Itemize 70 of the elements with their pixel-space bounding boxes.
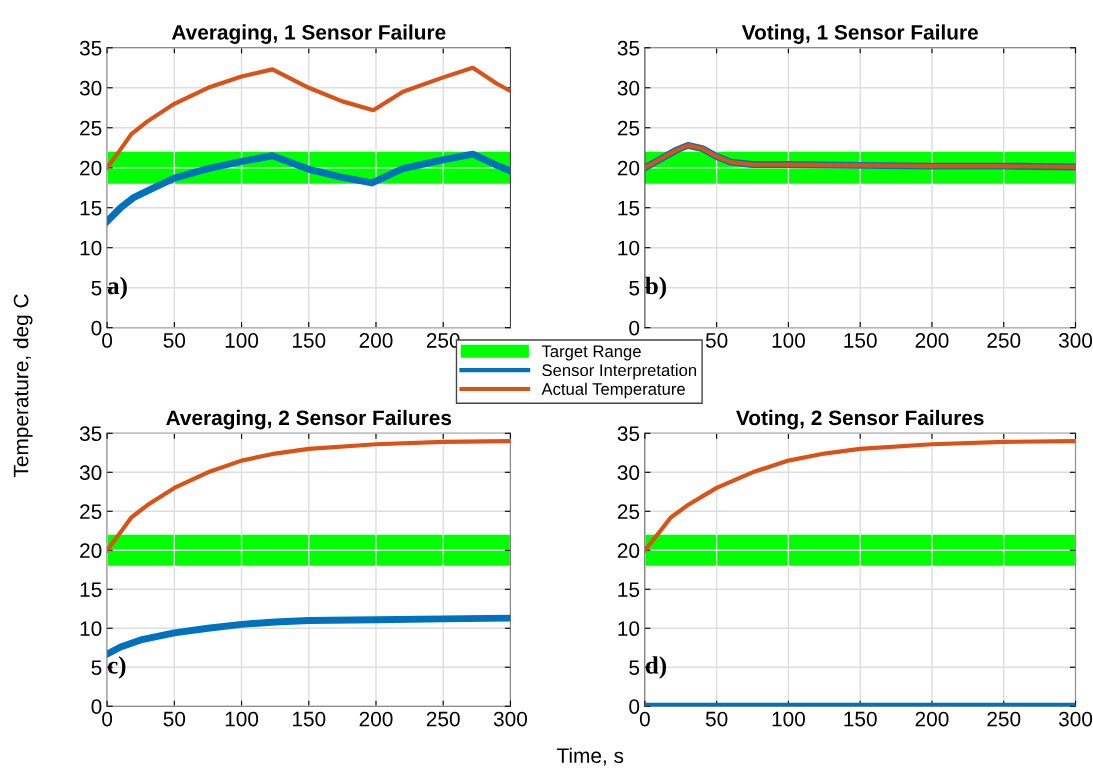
x-tick-label: 50 <box>705 711 728 727</box>
y-tick-label: 15 <box>618 200 640 216</box>
chart-title: Averaging, 2 Sensor Failures <box>166 409 452 430</box>
x-tick-label: 0 <box>102 711 113 727</box>
legend-label: Sensor Interpretation <box>542 363 697 380</box>
y-tick-label: 5 <box>629 280 640 296</box>
annotation: c) <box>107 656 126 679</box>
x-tick-label: 300 <box>1058 333 1093 348</box>
y-tick-label: 35 <box>617 40 640 56</box>
x-tick-label: 100 <box>772 333 805 348</box>
y-tick-label: 20 <box>617 160 640 176</box>
x-tick-label: 250 <box>987 711 1021 727</box>
y-tick-label: 0 <box>629 699 640 714</box>
annotation: b) <box>645 276 666 300</box>
y-tick-label: 25 <box>617 504 640 520</box>
x-tick-label: 100 <box>225 711 259 727</box>
y-tick-label: 0 <box>91 320 102 336</box>
x-tick-label: 50 <box>163 711 186 727</box>
y-tick-label: 35 <box>617 426 640 442</box>
y-tick-label: 20 <box>80 160 102 176</box>
x-tick-label: 200 <box>915 333 949 348</box>
y-tick-label: 15 <box>80 200 102 216</box>
y-tick-label: 10 <box>80 621 102 637</box>
x-tick-label: 100 <box>772 711 805 727</box>
y-tick-label: 10 <box>618 240 640 256</box>
y-tick-label: 10 <box>80 240 102 256</box>
chart-title: Averaging, 1 Sensor Failure <box>171 24 446 44</box>
x-tick-label: 0 <box>102 333 113 348</box>
y-tick-label: 20 <box>80 543 102 559</box>
x-tick-label: 250 <box>987 333 1021 348</box>
x-tick-label: 0 <box>639 711 650 727</box>
y-tick-label: 35 <box>79 40 102 56</box>
x-tick-label: 250 <box>426 711 460 727</box>
y-tick-label: 30 <box>79 465 102 481</box>
y-axis-title: Temperature, deg C <box>13 294 33 478</box>
x-tick-label: 300 <box>493 711 527 727</box>
y-tick-label: 20 <box>617 543 640 559</box>
y-tick-label: 10 <box>618 621 640 637</box>
x-tick-label: 100 <box>225 333 259 348</box>
x-tick-label: 300 <box>1058 711 1093 727</box>
x-tick-label: 150 <box>292 333 326 348</box>
chart-title: Voting, 2 Sensor Failures <box>736 409 984 430</box>
y-tick-label: 30 <box>617 80 640 96</box>
x-tick-label: 200 <box>359 333 393 348</box>
y-tick-label: 30 <box>79 80 102 96</box>
x-axis-title: Time, s <box>556 747 624 766</box>
y-tick-label: 35 <box>79 426 102 442</box>
x-tick-label: 150 <box>844 711 877 727</box>
y-tick-label: 25 <box>80 120 102 136</box>
y-tick-label: 5 <box>91 660 102 675</box>
y-tick-label: 25 <box>80 504 102 520</box>
chart-title: Voting, 1 Sensor Failure <box>741 24 978 44</box>
x-tick-label: 150 <box>844 333 877 348</box>
annotation: d) <box>645 656 666 679</box>
y-tick-label: 5 <box>91 280 102 296</box>
x-tick-label: 200 <box>915 711 949 727</box>
x-tick-label: 150 <box>292 711 326 727</box>
legend-label: Actual Temperature <box>541 382 685 399</box>
y-tick-label: 15 <box>80 582 102 598</box>
x-tick-label: 200 <box>359 711 393 727</box>
y-tick-label: 0 <box>91 699 102 714</box>
x-tick-label: 50 <box>705 333 728 348</box>
legend-label: Target Range <box>541 345 641 361</box>
y-tick-label: 5 <box>629 660 640 675</box>
x-tick-label: 50 <box>163 333 186 348</box>
annotation: a) <box>107 276 127 300</box>
y-tick-label: 0 <box>629 320 640 336</box>
y-tick-label: 25 <box>617 120 640 136</box>
y-tick-label: 15 <box>618 582 640 598</box>
y-tick-label: 30 <box>617 465 640 481</box>
